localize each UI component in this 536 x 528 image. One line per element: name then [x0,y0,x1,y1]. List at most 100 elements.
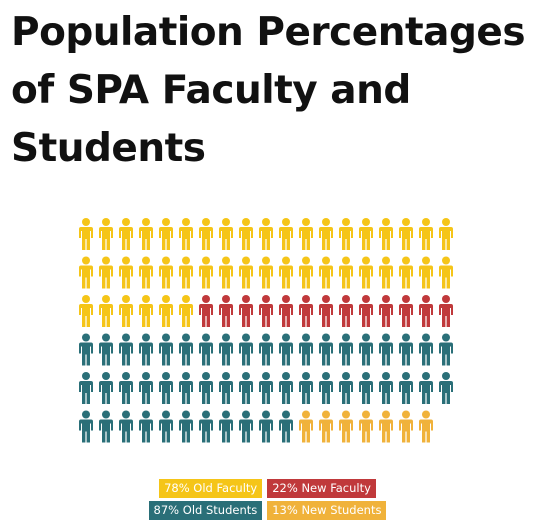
person-icon-old-faculty [159,256,173,289]
person-icon-old-faculty [319,256,333,289]
person-icon-new-faculty [399,295,413,327]
person-icon-old-faculty [119,218,133,250]
person-icon-old-students [319,372,333,404]
person-icon-new-faculty [419,295,433,327]
person-icon-old-students [239,410,253,443]
person-icon-old-faculty [359,256,373,289]
person-icon-old-students [239,372,253,404]
pictograph-chart [79,218,453,443]
person-icon-new-faculty [199,295,213,327]
person-icon-old-students [79,372,93,404]
person-icon-old-faculty [259,256,273,289]
person-icon-old-students [179,372,193,404]
person-icon-old-faculty [159,295,173,327]
person-icon-new-faculty [339,295,353,327]
person-icon-old-students [419,333,433,366]
person-icon-old-students [179,410,193,443]
person-icon-old-students [279,410,293,443]
person-icon-old-students [159,333,173,366]
person-icon-old-faculty [239,218,253,250]
person-icon-old-faculty [79,218,93,250]
person-icon-old-faculty [239,256,253,289]
person-icon-old-faculty [99,218,113,250]
person-icon-old-students [359,333,373,366]
person-icon-new-faculty [439,295,453,327]
person-icon-old-faculty [119,256,133,289]
person-icon-old-students [299,372,313,404]
legend-item-old-students: 87% Old Students [148,501,263,520]
person-icon-new-faculty [239,295,253,327]
person-icon-old-students [279,333,293,366]
person-icon-old-students [439,333,453,366]
person-icon-old-faculty [419,256,433,289]
person-icon-new-students [419,410,433,443]
person-icon-old-students [119,372,133,404]
person-icon-old-faculty [139,256,153,289]
person-icon-old-faculty [79,256,93,289]
person-icon-old-students [159,410,173,443]
person-icon-old-faculty [299,256,313,289]
person-icon-old-faculty [199,218,213,250]
person-icon-new-faculty [379,295,393,327]
person-icon-old-faculty [339,218,353,250]
person-icon-old-faculty [379,218,393,250]
person-icon-old-faculty [119,295,133,327]
person-icon-old-students [119,410,133,443]
person-icon-old-faculty [319,218,333,250]
chart-title: Population Percentages of SPA Faculty an… [11,10,526,171]
person-icon-old-students [99,372,113,404]
person-icon-new-faculty [259,295,273,327]
person-icon-old-faculty [199,256,213,289]
person-icon-old-students [219,333,233,366]
person-icon-new-students [359,410,373,443]
person-icon-old-students [139,372,153,404]
person-icon-old-students [79,410,93,443]
person-icon-old-students [179,333,193,366]
person-icon-old-students [419,372,433,404]
person-icon-old-faculty [399,218,413,250]
person-icon-old-faculty [359,218,373,250]
person-icon-old-faculty [299,218,313,250]
person-icon-new-students [319,410,333,443]
person-icon-old-faculty [139,218,153,250]
person-icon-old-students [279,372,293,404]
person-icon-old-faculty [79,295,93,327]
person-icon-old-students [159,372,173,404]
person-icon-new-students [299,410,313,443]
legend-item-new-students: 13% New Students [267,501,387,520]
person-icon-old-faculty [279,218,293,250]
person-icon-old-students [79,333,93,366]
person-icon-old-students [399,372,413,404]
person-icon-old-students [199,372,213,404]
person-icon-old-students [359,372,373,404]
person-icon-old-faculty [179,295,193,327]
person-icon-old-students [379,333,393,366]
person-icon-old-students [139,410,153,443]
person-icon-old-students [199,410,213,443]
person-icon-new-students [339,410,353,443]
person-icon-old-students [339,372,353,404]
person-icon-old-faculty [439,256,453,289]
person-icon-old-students [299,333,313,366]
person-icon-new-faculty [219,295,233,327]
person-icon-old-students [379,372,393,404]
person-icon-new-faculty [299,295,313,327]
person-icon-new-faculty [279,295,293,327]
person-icon-old-faculty [219,218,233,250]
person-icon-old-students [439,372,453,404]
legend-item-old-faculty: 78% Old Faculty [159,479,263,498]
legend-item-new-faculty: 22% New Faculty [267,479,376,498]
person-icon-new-faculty [319,295,333,327]
person-icon-old-faculty [379,256,393,289]
person-icon-old-students [139,333,153,366]
person-icon-new-faculty [359,295,373,327]
person-icon-old-students [99,410,113,443]
person-icon-new-students [399,410,413,443]
person-icon-old-students [399,333,413,366]
person-icon-old-faculty [339,256,353,289]
person-icon-old-faculty [219,256,233,289]
person-icon-old-faculty [159,218,173,250]
person-icon-old-students [319,333,333,366]
person-icon-old-faculty [419,218,433,250]
person-icon-old-faculty [399,256,413,289]
